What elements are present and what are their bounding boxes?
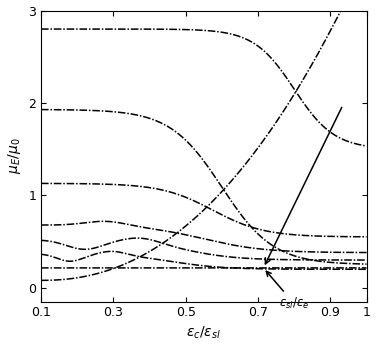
Text: $\varepsilon_{sl}/\varepsilon_e$: $\varepsilon_{sl}/\varepsilon_e$ [266,271,309,311]
X-axis label: $\varepsilon_c/\varepsilon_{sl}$: $\varepsilon_c/\varepsilon_{sl}$ [186,325,221,341]
Y-axis label: $\mu_E/\mu_0$: $\mu_E/\mu_0$ [6,138,23,175]
